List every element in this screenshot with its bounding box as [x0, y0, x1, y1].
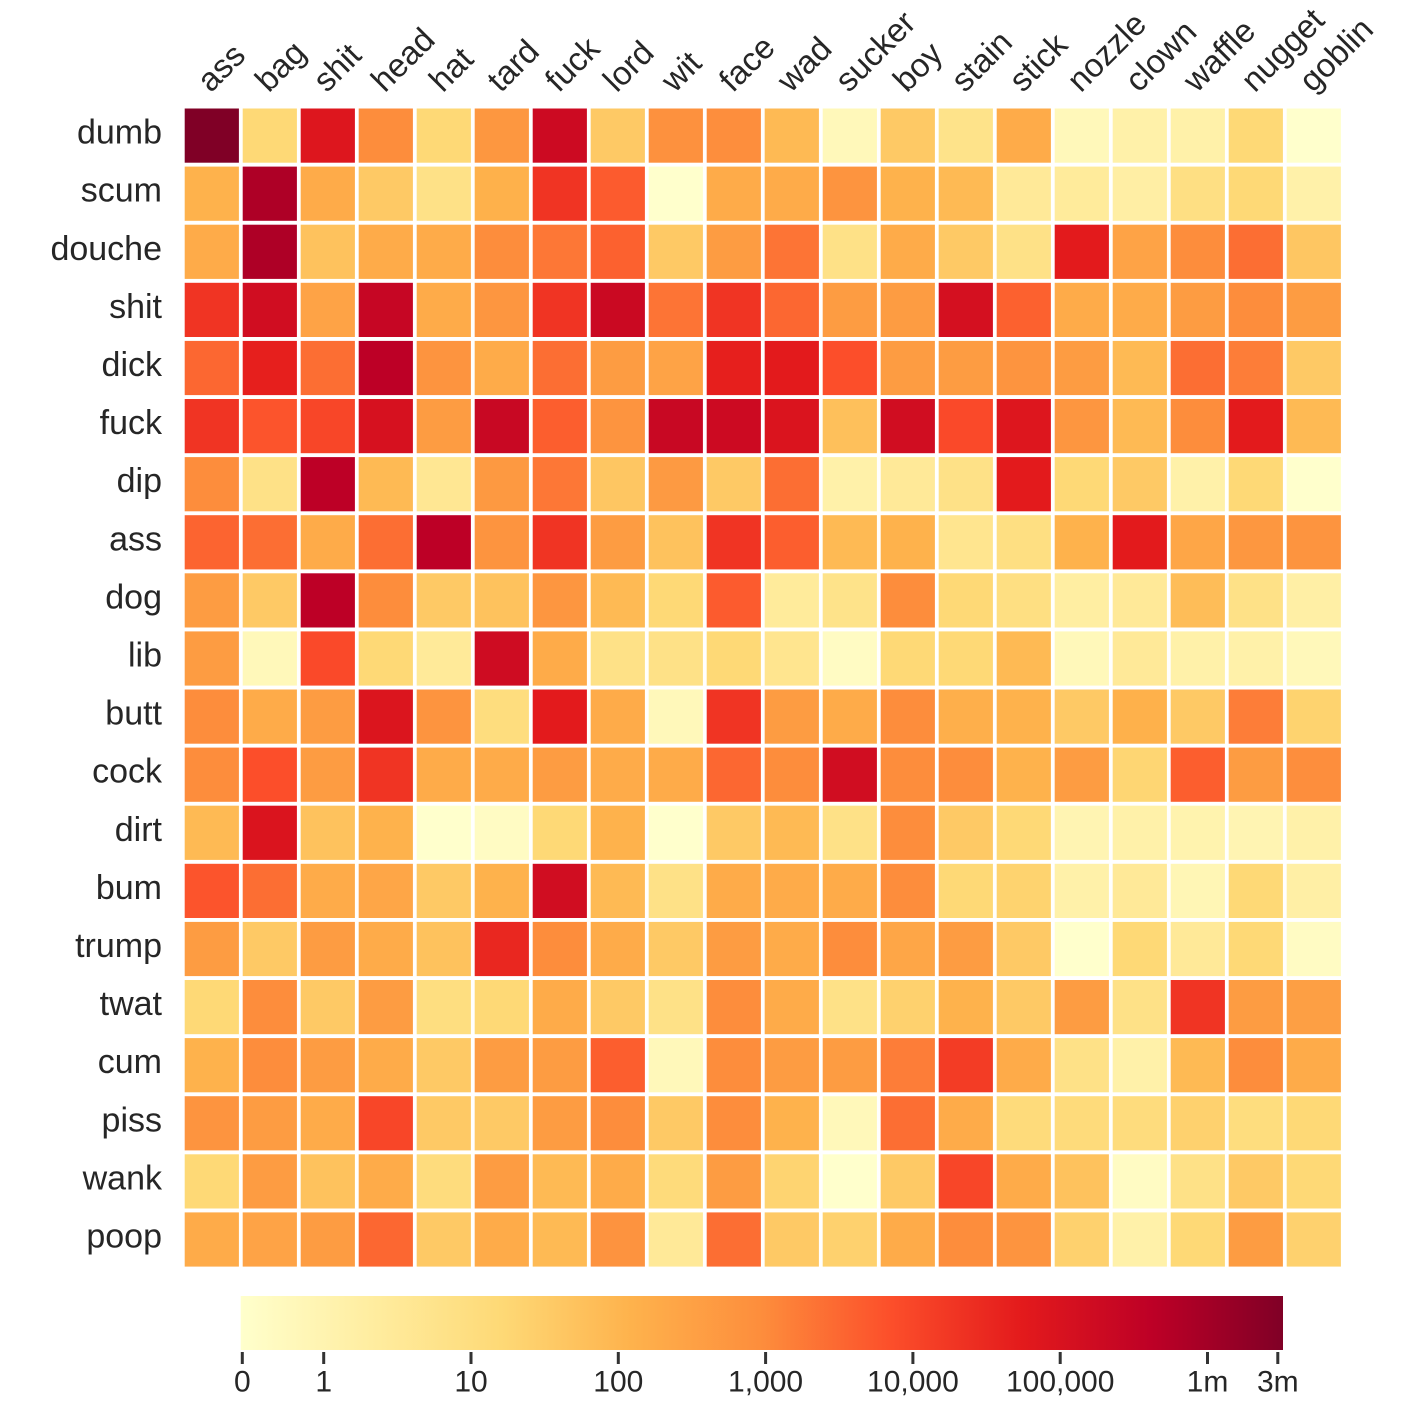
- svg-text:100: 100: [593, 1366, 643, 1399]
- svg-text:1m: 1m: [1187, 1366, 1229, 1399]
- svg-text:3m: 3m: [1257, 1366, 1299, 1399]
- svg-text:dirt: dirt: [115, 811, 163, 849]
- svg-text:10: 10: [454, 1366, 487, 1399]
- svg-text:piss: piss: [102, 1101, 162, 1139]
- svg-text:dick: dick: [102, 346, 163, 384]
- svg-text:10,000: 10,000: [867, 1366, 959, 1399]
- svg-text:twat: twat: [100, 985, 163, 1023]
- svg-text:bum: bum: [96, 869, 162, 907]
- svg-text:fuck: fuck: [100, 404, 163, 442]
- svg-text:scum: scum: [81, 172, 162, 210]
- svg-text:trump: trump: [75, 927, 162, 965]
- svg-text:butt: butt: [105, 695, 162, 733]
- svg-text:dip: dip: [117, 462, 162, 500]
- svg-text:ass: ass: [109, 520, 162, 558]
- svg-text:1,000: 1,000: [728, 1366, 803, 1399]
- svg-text:douche: douche: [50, 230, 162, 268]
- svg-text:wank: wank: [82, 1159, 163, 1197]
- svg-text:lib: lib: [128, 637, 162, 675]
- svg-text:cum: cum: [98, 1043, 162, 1081]
- svg-text:0: 0: [234, 1366, 251, 1399]
- svg-text:cock: cock: [92, 753, 163, 791]
- svg-text:shit: shit: [109, 288, 162, 326]
- svg-text:dog: dog: [105, 578, 162, 616]
- svg-text:poop: poop: [86, 1218, 162, 1256]
- svg-text:dumb: dumb: [77, 114, 162, 152]
- svg-text:100,000: 100,000: [1006, 1366, 1114, 1399]
- svg-text:1: 1: [315, 1366, 332, 1399]
